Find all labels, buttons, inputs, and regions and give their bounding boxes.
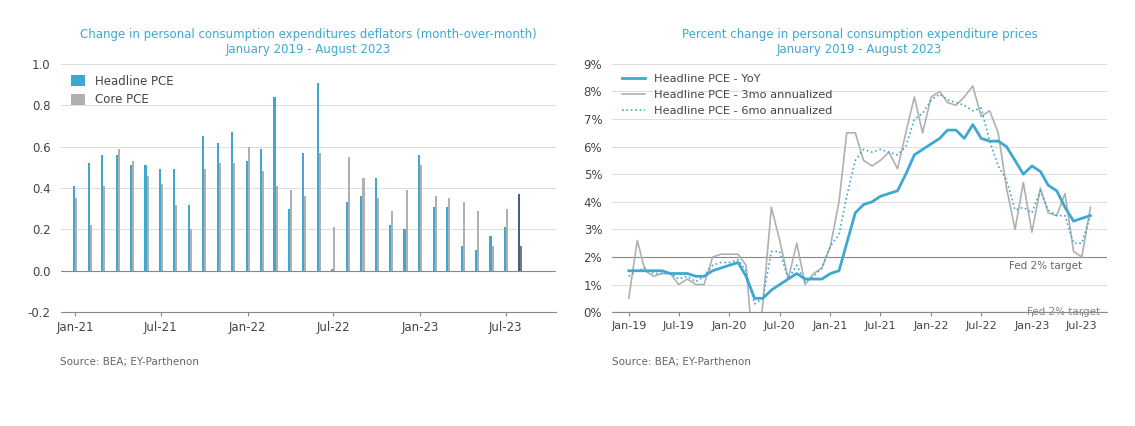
Bar bbox=[233, 163, 235, 271]
Bar bbox=[219, 163, 221, 271]
Bar bbox=[504, 227, 506, 271]
Bar bbox=[118, 149, 120, 271]
Bar bbox=[73, 186, 75, 271]
Bar bbox=[274, 97, 276, 271]
Bar bbox=[175, 204, 177, 271]
Bar bbox=[116, 155, 118, 271]
Text: Source: BEA; EY-Parthenon: Source: BEA; EY-Parthenon bbox=[60, 357, 200, 367]
Bar bbox=[174, 170, 175, 271]
Bar bbox=[418, 155, 420, 271]
Bar bbox=[144, 165, 146, 271]
Bar bbox=[103, 186, 106, 271]
Bar bbox=[377, 199, 379, 271]
Bar bbox=[506, 209, 507, 271]
Bar bbox=[334, 227, 335, 271]
Bar bbox=[159, 170, 161, 271]
Bar bbox=[319, 153, 321, 271]
Bar bbox=[245, 161, 247, 271]
Legend: Headline PCE, Core PCE: Headline PCE, Core PCE bbox=[67, 70, 178, 111]
Bar bbox=[331, 269, 334, 271]
Text: Fed 2% target: Fed 2% target bbox=[1009, 261, 1082, 271]
Bar bbox=[435, 196, 437, 271]
Bar bbox=[204, 170, 207, 271]
Bar bbox=[317, 83, 319, 271]
Bar bbox=[420, 165, 422, 271]
Bar bbox=[347, 157, 350, 271]
Bar bbox=[489, 236, 491, 271]
Bar bbox=[247, 147, 250, 271]
Bar bbox=[361, 196, 362, 271]
Bar bbox=[346, 202, 347, 271]
Bar bbox=[375, 178, 377, 271]
Bar bbox=[262, 171, 264, 271]
Bar bbox=[90, 225, 92, 271]
Bar bbox=[461, 246, 463, 271]
Bar bbox=[230, 132, 233, 271]
Bar bbox=[302, 153, 304, 271]
Bar bbox=[276, 186, 278, 271]
Bar bbox=[463, 202, 465, 271]
Bar bbox=[101, 155, 103, 271]
Bar bbox=[403, 229, 405, 271]
Bar bbox=[448, 199, 451, 271]
Bar bbox=[87, 163, 90, 271]
Bar bbox=[75, 199, 77, 271]
Bar bbox=[392, 211, 394, 271]
Bar bbox=[129, 165, 132, 271]
Bar bbox=[477, 211, 479, 271]
Title: Change in personal consumption expenditures deflators (month-over-month)
January: Change in personal consumption expenditu… bbox=[79, 28, 537, 56]
Bar bbox=[190, 229, 192, 271]
Text: Source: BEA; EY-Parthenon: Source: BEA; EY-Parthenon bbox=[612, 357, 750, 367]
Title: Percent change in personal consumption expenditure prices
January 2019 - August : Percent change in personal consumption e… bbox=[682, 28, 1037, 56]
Bar bbox=[188, 204, 190, 271]
Bar bbox=[519, 194, 520, 271]
Bar bbox=[304, 196, 306, 271]
Bar bbox=[362, 178, 364, 271]
Legend: Headline PCE - YoY, Headline PCE - 3mo annualized, Headline PCE - 6mo annualized: Headline PCE - YoY, Headline PCE - 3mo a… bbox=[617, 69, 838, 120]
Bar bbox=[405, 190, 407, 271]
Bar bbox=[161, 184, 162, 271]
Bar bbox=[491, 246, 494, 271]
Bar bbox=[146, 176, 149, 271]
Text: Fed 2% target: Fed 2% target bbox=[1027, 307, 1100, 317]
Bar bbox=[432, 207, 435, 271]
Bar bbox=[260, 149, 262, 271]
Bar bbox=[474, 250, 477, 271]
Bar bbox=[202, 136, 204, 271]
Bar bbox=[132, 161, 134, 271]
Bar bbox=[446, 207, 448, 271]
Bar bbox=[389, 225, 392, 271]
Bar bbox=[520, 246, 522, 271]
Bar bbox=[288, 209, 291, 271]
Bar bbox=[217, 143, 219, 271]
Bar bbox=[291, 190, 293, 271]
